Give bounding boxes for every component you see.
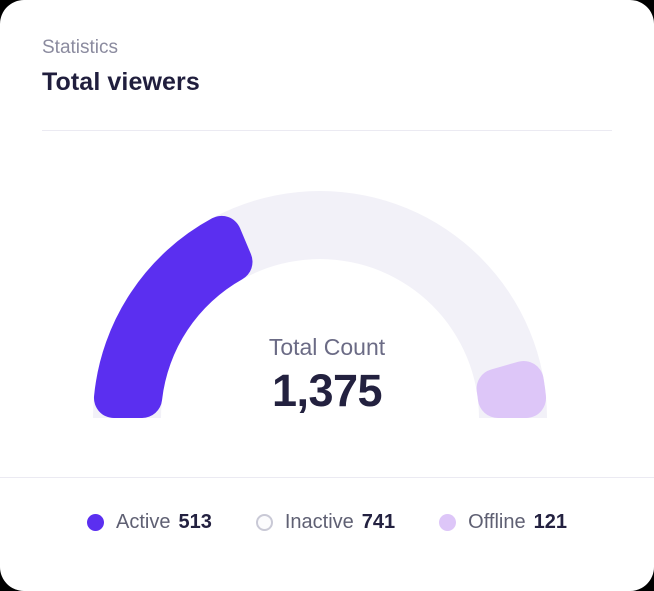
legend-item-offline: Offline 121 — [439, 511, 567, 534]
card-header: Statistics Total viewers — [0, 0, 654, 99]
legend-label: Inactive — [284, 511, 354, 533]
legend-label: Offline — [468, 511, 526, 533]
active-dot-icon — [87, 514, 104, 531]
legend-item-inactive: Inactive 741 — [255, 511, 396, 534]
gauge-chart — [93, 191, 547, 418]
gauge-segment-offline — [476, 360, 547, 418]
legend-label: Active — [116, 511, 171, 533]
gauge-chart-area: Total Count 1,375 — [0, 131, 654, 477]
legend-item-active: Active 513 — [87, 511, 212, 534]
card-eyebrow: Statistics — [42, 37, 119, 58]
offline-dot-icon — [439, 514, 457, 531]
legend: Active 513 Inactive 741 Offline 121 — [0, 477, 654, 589]
inactive-dot-icon — [255, 514, 273, 531]
legend-value: 513 — [178, 511, 212, 533]
gauge-center-value: 1,375 — [271, 365, 383, 416]
gauge-segment-active — [93, 215, 253, 418]
legend-value: 741 — [361, 511, 396, 533]
page-title: Total viewers — [42, 68, 200, 96]
header-divider — [42, 130, 612, 131]
legend-value: 121 — [533, 511, 567, 533]
gauge-center: Total Count 1,375 — [0, 332, 654, 416]
gauge-center-label: Total Count — [268, 334, 386, 360]
